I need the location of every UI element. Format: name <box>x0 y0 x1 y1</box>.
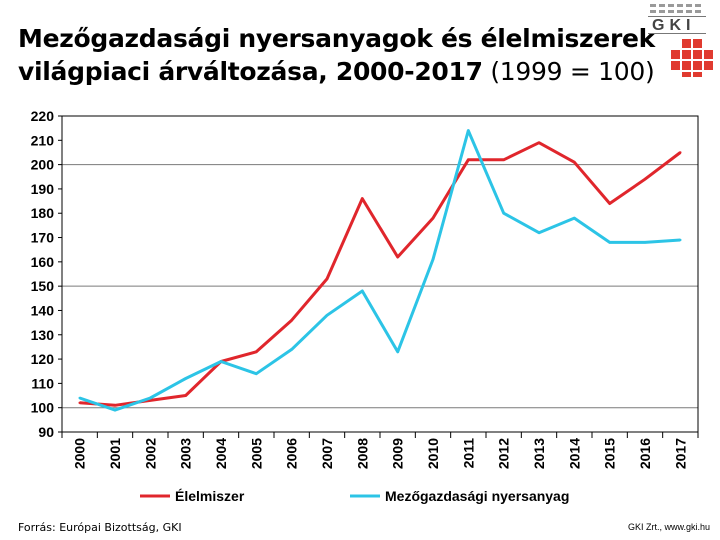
series-line-2 <box>79 129 681 412</box>
data-point <box>467 129 470 132</box>
x-tick-label: 2013 <box>531 438 547 469</box>
data-point <box>679 151 682 154</box>
data-point <box>608 241 611 244</box>
data-point <box>255 350 258 353</box>
legend-label-1: Élelmiszer <box>175 488 245 504</box>
data-point <box>325 277 329 281</box>
y-tick-label: 130 <box>31 327 55 343</box>
title-line-2-normal: (1999 = 100) <box>482 57 655 86</box>
data-point <box>431 216 435 220</box>
x-tick-label: 2011 <box>460 438 476 469</box>
y-tick-label: 140 <box>31 302 55 318</box>
x-tick-label: 2008 <box>354 438 370 469</box>
data-point <box>643 178 647 181</box>
data-point <box>361 289 364 293</box>
y-tick-label: 190 <box>31 181 55 197</box>
x-tick-label: 2001 <box>107 438 123 469</box>
x-tick-label: 2017 <box>672 438 688 469</box>
logo-cross <box>671 39 713 77</box>
gki-logo-icon: GKI <box>648 4 713 77</box>
y-tick-label: 160 <box>31 254 55 270</box>
x-tick-label: 2009 <box>390 438 406 469</box>
data-point <box>537 141 541 144</box>
chart-title: Mezőgazdasági nyersanyagok és élelmiszer… <box>18 22 658 88</box>
x-tick-label: 2002 <box>142 438 158 469</box>
data-point <box>573 216 576 220</box>
x-tick-label: 2010 <box>425 438 441 469</box>
x-tick-label: 2012 <box>496 438 512 469</box>
title-line-2: világpiaci árváltozása, 2000-2017 (1999 … <box>18 55 658 88</box>
data-point <box>573 160 576 164</box>
y-tick-label: 110 <box>31 375 54 391</box>
data-point <box>502 212 505 215</box>
data-point <box>113 404 117 407</box>
x-tick-label: 2000 <box>72 438 88 469</box>
y-tick-label: 150 <box>31 278 55 294</box>
y-tick-label: 220 <box>31 108 55 124</box>
data-point <box>290 318 293 322</box>
data-point <box>78 396 81 400</box>
data-point <box>467 158 470 161</box>
source-note: Forrás: Európai Bizottság, GKI <box>18 521 182 534</box>
title-line-1: Mezőgazdasági nyersanyagok és élelmiszer… <box>18 24 655 53</box>
x-tick-label: 2007 <box>319 438 335 469</box>
y-tick-label: 180 <box>31 205 55 221</box>
x-tick-label: 2006 <box>284 438 300 469</box>
data-point <box>149 396 152 400</box>
data-point <box>396 350 399 353</box>
data-point <box>431 258 435 261</box>
data-point <box>113 408 117 412</box>
logo-text: GKI <box>652 17 695 34</box>
data-point <box>184 377 187 380</box>
y-tick-label: 170 <box>31 230 55 246</box>
y-tick-label: 210 <box>31 132 55 148</box>
credit-note: GKI Zrt., www.gki.hu <box>627 522 710 532</box>
x-tick-label: 2003 <box>178 438 194 469</box>
data-point <box>290 348 293 351</box>
data-point <box>643 241 647 244</box>
y-tick-label: 120 <box>31 351 55 367</box>
x-tick-label: 2005 <box>248 438 264 469</box>
data-point <box>502 158 505 161</box>
series-line-1 <box>79 141 682 407</box>
line-chart: 90 100 110 120 130 140 150 160 170 180 190 200 210 22… <box>31 108 699 504</box>
data-point <box>255 372 258 375</box>
data-point <box>149 399 152 402</box>
title-line-2-bold: világpiaci árváltozása, 2000-2017 <box>18 57 483 86</box>
data-point <box>325 314 329 317</box>
plot-frame <box>61 115 699 433</box>
y-tick-label: 100 <box>31 400 55 416</box>
data-point <box>679 238 682 242</box>
y-tick-label: 200 <box>31 157 55 173</box>
legend-label-2: Mezőgazdasági nyersanyag <box>385 488 569 504</box>
data-point <box>361 197 364 200</box>
x-tick-label: 2015 <box>602 438 618 469</box>
data-point <box>608 202 611 205</box>
data-point <box>78 401 81 405</box>
data-point <box>537 231 541 234</box>
x-tick-label: 2016 <box>637 438 653 469</box>
data-point <box>219 360 223 363</box>
x-tick-label: 2004 <box>213 438 229 469</box>
data-point <box>396 255 399 259</box>
x-tick-label: 2014 <box>566 438 582 469</box>
logo-dots <box>650 4 701 13</box>
y-tick-label: 90 <box>38 424 54 440</box>
data-point <box>184 394 187 397</box>
